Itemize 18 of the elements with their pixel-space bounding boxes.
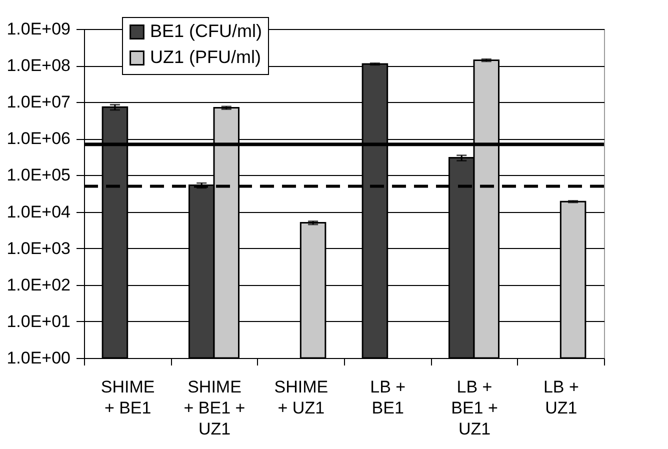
legend-label: BE1 (CFU/ml) <box>150 21 262 41</box>
x-tick-label: SHIME + BE1 <box>100 378 155 418</box>
y-tick-label: 1.0E+00 <box>6 348 70 368</box>
x-tick-label: SHIME + BE1 + UZ1 <box>184 378 246 438</box>
y-tick-label: 1.0E+07 <box>6 92 70 112</box>
y-tick-label: 1.0E+02 <box>6 275 70 294</box>
x-tick-label: SHIME + UZ1 <box>274 378 328 418</box>
y-tick-label: 1.0E+09 <box>6 20 70 38</box>
x-tick-label: LB + BE1 <box>370 378 406 418</box>
y-tick-label: 1.0E+03 <box>6 238 70 258</box>
y-tick-label: 1.0E+05 <box>6 166 70 185</box>
y-tick-label: 1.0E+06 <box>6 129 70 148</box>
y-tick-label: 1.0E+01 <box>6 312 70 331</box>
legend-label: UZ1 (PFU/ml) <box>150 47 261 67</box>
x-tick-label: LB + UZ1 <box>543 378 579 418</box>
x-tick-label: LB + BE1 + UZ1 <box>451 378 498 438</box>
y-tick-label: 1.0E+08 <box>6 56 70 76</box>
y-tick-label: 1.0E+04 <box>6 202 70 222</box>
